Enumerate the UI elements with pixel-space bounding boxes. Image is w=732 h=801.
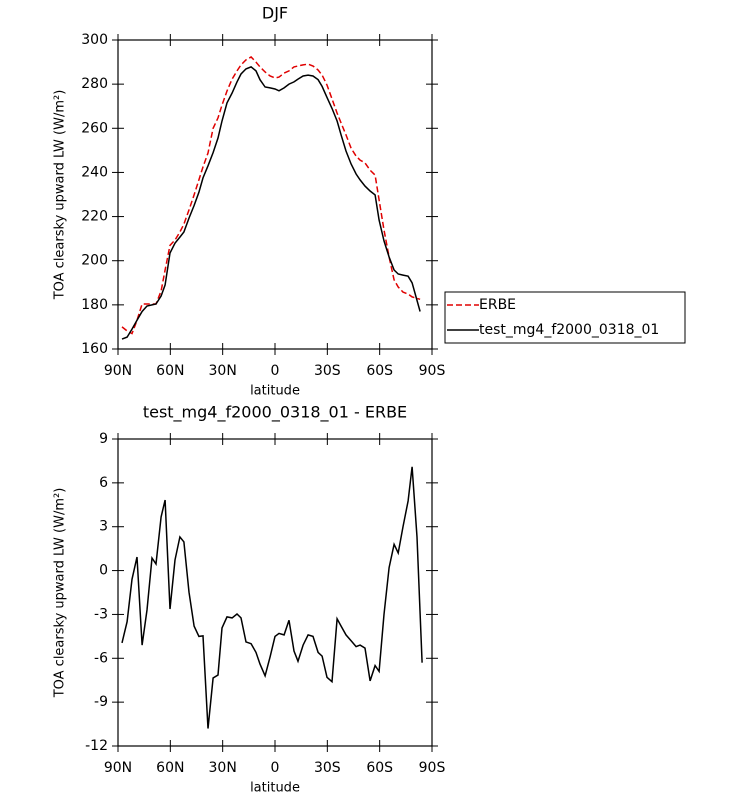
y-tick-label: 180 — [81, 297, 108, 313]
legend-label: test_mg4_f2000_0318_01 — [479, 322, 659, 338]
x-tick-label: 0 — [271, 363, 280, 379]
x-tick-label: 60N — [156, 363, 184, 379]
x-tick-label: 90N — [104, 363, 132, 379]
x-tick-label: 60N — [156, 760, 184, 776]
x-tick-label: 30N — [209, 760, 237, 776]
y-tick-label: 160 — [81, 341, 108, 357]
y-tick-label: -6 — [94, 650, 108, 666]
y-axis-label: TOA clearsky upward LW (W/m²) — [53, 90, 68, 301]
data-line — [121, 56, 421, 335]
x-axis-label: latitude — [250, 384, 300, 399]
x-tick-label: 90N — [104, 760, 132, 776]
data-line — [121, 66, 421, 340]
x-tick-label: 90S — [419, 760, 446, 776]
y-axis-label: TOA clearsky upward LW (W/m²) — [53, 488, 68, 699]
x-tick-label: 0 — [271, 760, 280, 776]
x-tick-label: 30S — [314, 363, 341, 379]
y-tick-label: 280 — [81, 76, 108, 92]
y-tick-label: 220 — [81, 209, 108, 225]
y-tick-label: 6 — [99, 475, 108, 491]
chart-title: DJF — [262, 4, 288, 23]
plot-frame — [117, 39, 433, 350]
y-tick-label: 3 — [99, 519, 108, 535]
legend-label: ERBE — [479, 297, 516, 313]
y-tick-label: -12 — [85, 738, 108, 754]
y-tick-label: 300 — [81, 32, 108, 48]
y-tick-label: 240 — [81, 164, 108, 180]
y-tick-label: 260 — [81, 120, 108, 136]
x-tick-label: 60S — [366, 363, 393, 379]
x-tick-label: 30S — [314, 760, 341, 776]
x-tick-label: 30N — [209, 363, 237, 379]
y-tick-label: 0 — [99, 563, 108, 579]
y-tick-label: 9 — [99, 431, 108, 447]
x-tick-label: 60S — [366, 760, 393, 776]
legend-box — [444, 291, 686, 344]
y-tick-label: -9 — [94, 694, 108, 710]
x-tick-label: 90S — [419, 363, 446, 379]
data-line — [121, 466, 423, 729]
x-axis-label: latitude — [250, 781, 300, 796]
y-tick-label: 200 — [81, 253, 108, 269]
y-tick-label: -3 — [94, 606, 108, 622]
chart-title: test_mg4_f2000_0318_01 - ERBE — [143, 403, 407, 423]
plot-frame — [117, 438, 433, 747]
